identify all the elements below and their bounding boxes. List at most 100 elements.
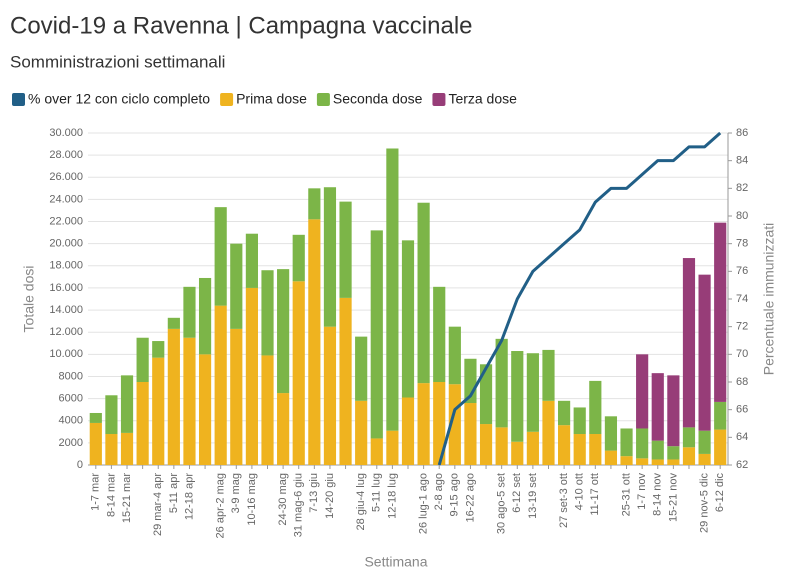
bar-segment: [355, 400, 368, 465]
y-tick-label: 0: [77, 459, 83, 471]
x-tick-label: 8-14 mar: [105, 473, 117, 517]
bar-segment: [214, 305, 227, 465]
bar-segment: [308, 188, 321, 220]
bar-segment: [714, 222, 727, 402]
bar-segment: [526, 353, 539, 432]
bar-segment: [401, 240, 415, 398]
bar-segment: [714, 429, 727, 465]
bar-segment: [495, 427, 508, 465]
bar-segment: [105, 434, 118, 465]
bar-segment: [120, 432, 134, 465]
x-tick-label: 16-22 ago: [464, 473, 476, 523]
bar-segment: [620, 456, 633, 465]
bar-segment: [495, 338, 508, 428]
x-tick-label: 26 lug-1 ago: [418, 473, 430, 534]
y-tick-label: 20.000: [49, 238, 83, 250]
bar-segment: [448, 326, 461, 385]
chart-subtitle: Somministrazioni settimanali: [10, 52, 225, 71]
bar-segment: [698, 453, 711, 465]
legend-label: % over 12 con ciclo completo: [28, 91, 210, 107]
legend-swatch: [220, 93, 234, 106]
x-tick-label: 13-19 set: [527, 473, 539, 519]
bar-segment: [667, 459, 680, 465]
bar-segment: [230, 243, 243, 329]
y2-tick-label: 62: [736, 459, 748, 471]
bar-segment: [604, 450, 618, 465]
bar-segment: [511, 351, 524, 442]
x-tick-label: 15-21 mar: [121, 473, 133, 523]
bar-segment: [261, 270, 274, 356]
bar-segment: [214, 207, 227, 306]
bar-segment: [667, 446, 680, 460]
bar-segment: [558, 400, 571, 426]
legend-swatch: [316, 93, 330, 106]
bar-segment: [417, 202, 430, 384]
bar-segment: [152, 341, 165, 358]
bar-segment: [433, 286, 446, 382]
y2-tick-label: 80: [736, 210, 748, 222]
x-tick-label: 2-8 ago: [433, 473, 445, 510]
bar-segment: [589, 380, 602, 435]
bar-segment: [636, 428, 649, 459]
y2-tick-label: 66: [736, 404, 748, 416]
legend-swatch: [432, 93, 446, 106]
bar-segment: [464, 403, 477, 465]
bar-segment: [573, 407, 586, 435]
y-tick-label: 16.000: [49, 282, 83, 294]
bar-segment: [277, 269, 290, 394]
bar-segment: [198, 277, 212, 355]
bar-segment: [183, 286, 196, 338]
x-tick-label: 1-7 nov: [636, 473, 648, 510]
x-tick-label: 30 ago-5 set: [496, 473, 508, 534]
bar-segment: [386, 430, 399, 465]
bar-segment: [120, 375, 134, 433]
y-tick-label: 4000: [59, 415, 83, 427]
x-tick-label: 8-14 nov: [652, 473, 664, 516]
bar-segment: [511, 441, 524, 465]
bar-segment: [479, 364, 493, 425]
bar-segment: [651, 373, 664, 441]
bar-segment: [526, 431, 539, 465]
y2-tick-label: 86: [736, 127, 748, 139]
y-axis-title: Totale dosi: [21, 266, 37, 333]
y-tick-label: 10.000: [49, 348, 83, 360]
x-tick-label: 10-16 mag: [246, 473, 258, 526]
bar-segment: [105, 395, 118, 435]
bar-segment: [198, 354, 212, 465]
line-series: [437, 131, 722, 466]
x-tick-label: 29 nov-5 dic: [698, 473, 710, 533]
x-tick-label: 25-31 ott: [620, 473, 632, 516]
bar-segment: [136, 382, 149, 465]
x-tick-label: 26 apr-2 mag: [215, 473, 227, 538]
y-tick-label: 22.000: [49, 215, 83, 227]
y2-tick-label: 76: [736, 265, 748, 277]
bar-segment: [698, 430, 711, 454]
bar-segment: [89, 422, 102, 465]
y-tick-label: 26.000: [49, 171, 83, 183]
bar-segment: [682, 427, 696, 448]
bar-segment: [167, 328, 180, 465]
x-tick-label: 24-30 mag: [277, 473, 289, 526]
x-tick-label: 7-13 giu: [308, 473, 320, 513]
bar-segment: [370, 438, 383, 465]
x-tick-label: 14-20 giu: [324, 473, 336, 519]
bar-segment: [261, 355, 274, 465]
bar-segment: [479, 424, 493, 465]
y-tick-label: 2000: [59, 437, 83, 449]
bar-segment: [277, 393, 290, 465]
y2-tick-label: 82: [736, 182, 748, 194]
bar-segment: [604, 416, 618, 451]
legend-label: Terza dose: [448, 91, 517, 107]
bar-segment: [339, 201, 352, 298]
chart-title: Covid-19 a Ravenna | Campagna vaccinale: [10, 12, 473, 39]
bar-segment: [573, 434, 586, 465]
x-tick-label: 9-15 ago: [449, 473, 461, 516]
x-tick-label: 6-12 set: [511, 473, 523, 513]
bar-segment: [448, 384, 461, 465]
x-tick-label: 12-18 apr: [183, 473, 195, 520]
x-tick-label: 5-11 apr: [168, 473, 180, 513]
bar-segment: [636, 458, 649, 465]
bar-segment: [370, 230, 383, 439]
legend-swatch: [12, 93, 25, 106]
